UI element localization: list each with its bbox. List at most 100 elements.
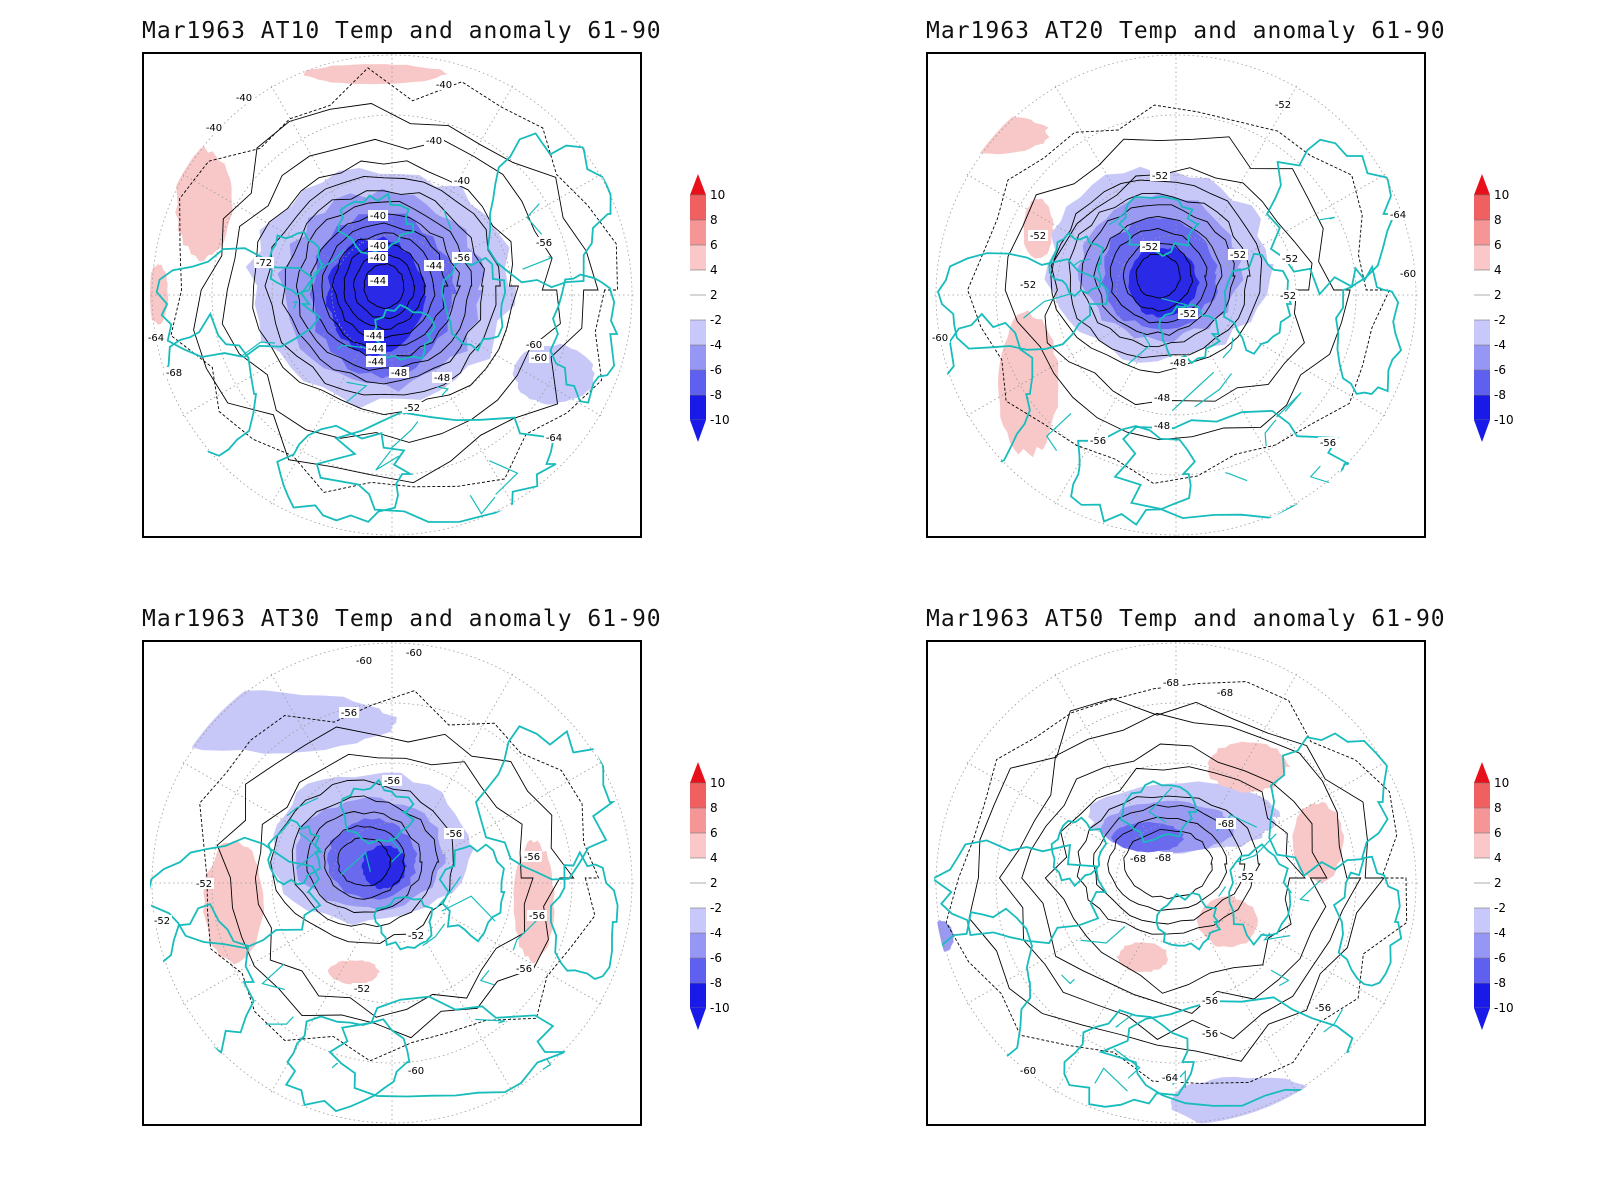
colorbar-swatch [690, 345, 706, 370]
coastline [284, 1015, 411, 1113]
contour-label: -40 [236, 93, 252, 104]
contour-label: -40 [436, 80, 452, 91]
anomaly-region [150, 690, 397, 754]
coastline [937, 252, 1109, 351]
colorbar-tick-label: -4 [710, 338, 722, 352]
coastline [339, 778, 415, 845]
map-at10: -40 -40 -40 -40 -40 -40 -40 -40 -44 -44 -44 -44 -44-… [142, 52, 642, 538]
colorbar-tick-label: 2 [1494, 288, 1502, 302]
colorbar-at20: 10 8 6 4 2 -2 -4 -6 -8 -10 [1474, 174, 1514, 442]
contour-label: -48 [1170, 358, 1186, 369]
contour-label: -48 [1154, 421, 1170, 432]
contour-label: -60 [526, 340, 542, 351]
colorbar-swatch [690, 783, 706, 808]
colorbar-swatch [1474, 908, 1490, 933]
map-canvas-at10: -40-40-40-40-40-40-40-40-44-44-44-44-44-… [146, 54, 634, 536]
anomaly-region [1170, 1076, 1331, 1124]
colorbar-tick-label: -6 [710, 363, 722, 377]
contour-label: -56 [1320, 438, 1336, 449]
colorbar-top-arrow [1474, 174, 1490, 195]
colorbar-swatch [1474, 983, 1490, 1008]
coastline [438, 843, 506, 943]
contour-label: -56 [341, 708, 357, 719]
colorbar-tick-label: -6 [1494, 363, 1506, 377]
contour-label: -56 [446, 829, 462, 840]
colorbar-swatch [690, 245, 706, 270]
contour-label: -56 [1202, 1029, 1218, 1040]
coastline [337, 192, 415, 255]
colorbar-swatch [1474, 808, 1490, 833]
anomaly-region [361, 845, 407, 890]
coastline [1228, 843, 1293, 946]
colorbar-tick-label: 8 [710, 213, 718, 227]
contour-label: -60 [408, 1066, 424, 1077]
coastline [934, 839, 1108, 945]
colorbar-at30: 10 8 6 4 2 -2 -4 -6 -8 -10 [690, 762, 730, 1030]
coastline [1063, 1009, 1195, 1108]
coastlines [934, 732, 1403, 1108]
colorbar-tick-label: -10 [1494, 1001, 1514, 1015]
contour-label: -68 [1155, 853, 1171, 864]
colorbar-tick-label: -4 [710, 926, 722, 940]
contour-label: -44 [370, 276, 386, 287]
colorbar-bottom-arrow [1474, 420, 1490, 442]
contour-label: -68 [1218, 819, 1234, 830]
colorbar-swatch [690, 220, 706, 245]
colorbar-swatch [690, 933, 706, 958]
colorbar-swatch [690, 908, 706, 933]
graticule [934, 642, 1418, 1124]
coastlines [150, 725, 619, 1113]
contour-label: -56 [529, 911, 545, 922]
coastline [1155, 892, 1222, 951]
coastline [328, 995, 566, 1098]
coastline [1119, 780, 1198, 844]
colorbar-tick-label: -8 [710, 388, 722, 402]
coastline [150, 836, 322, 949]
colorbar-tick-label: -10 [1494, 413, 1514, 427]
anomaly-region [326, 236, 427, 357]
map-at30: -60 -60 -56 -56 -56 -56 -56 -56 -52 -52 -52 -52 -60 [142, 640, 642, 1126]
map-canvas-at30: -60 -60 -56 -56 -56 -56 -56 -56 -52 -52 -52 -52 -60 [150, 642, 634, 1124]
anomaly-region [1022, 198, 1054, 259]
colorbar-swatch [690, 320, 706, 345]
panel-title-at10: Mar1963 AT10 Temp and anomaly 61-90 [142, 18, 662, 44]
colorbar-at10: 10 8 6 4 2 -2 -4 -6 -8 -10 [690, 174, 730, 442]
coastlines [937, 138, 1403, 526]
colorbar-swatch [1474, 220, 1490, 245]
colorbar-tick-label: -2 [1494, 313, 1506, 327]
colorbar-swatch [1474, 195, 1490, 220]
colorbar-bottom-arrow [690, 420, 706, 442]
contour-label: -44 [368, 344, 384, 355]
coastline [1335, 264, 1403, 395]
anomaly-shading [934, 113, 1274, 458]
colorbar-tick-label: -6 [1494, 951, 1506, 965]
anomaly-region [1207, 741, 1291, 793]
colorbar-tick-label: -4 [1494, 338, 1506, 352]
colorbar-swatch [690, 270, 706, 295]
colorbar-tick-label: 6 [710, 826, 718, 840]
colorbar-tick-label: 2 [710, 288, 718, 302]
contour-label: -56 [384, 776, 400, 787]
contour-labels: -60 -60 -56 -56 -56 -56 -56 -56 -52 -52 -52 -52 -60 [152, 647, 547, 1077]
colorbar-swatch [1474, 833, 1490, 858]
colorbar-swatch [690, 883, 706, 908]
contour-label: -68 [1130, 854, 1146, 865]
contour-label: -64 [1162, 1073, 1178, 1084]
anomaly-region [1128, 246, 1200, 318]
contour-label: -52 [1020, 280, 1036, 291]
colorbar-swatch [1474, 395, 1490, 420]
contour-label: -40 [454, 176, 470, 187]
contour-label: -56 [524, 852, 540, 863]
colorbar-bottom-arrow [690, 1008, 706, 1030]
colorbar-swatch [1474, 370, 1490, 395]
map-at50: -68 -68 -68 -68 -68 -52 -56 -56 -56 -60 -64 [926, 640, 1426, 1126]
anomaly-region [934, 113, 1050, 155]
contour-label: -52 [154, 916, 170, 927]
colorbar-tick-label: -8 [710, 976, 722, 990]
contour-label: -52 [1142, 242, 1158, 253]
contour-label: -56 [454, 253, 470, 264]
contour-label: -52 [1230, 250, 1246, 261]
colorbar-tick-label: -2 [710, 901, 722, 915]
colorbar-tick-label: 10 [710, 188, 725, 202]
coastline [1158, 303, 1222, 365]
